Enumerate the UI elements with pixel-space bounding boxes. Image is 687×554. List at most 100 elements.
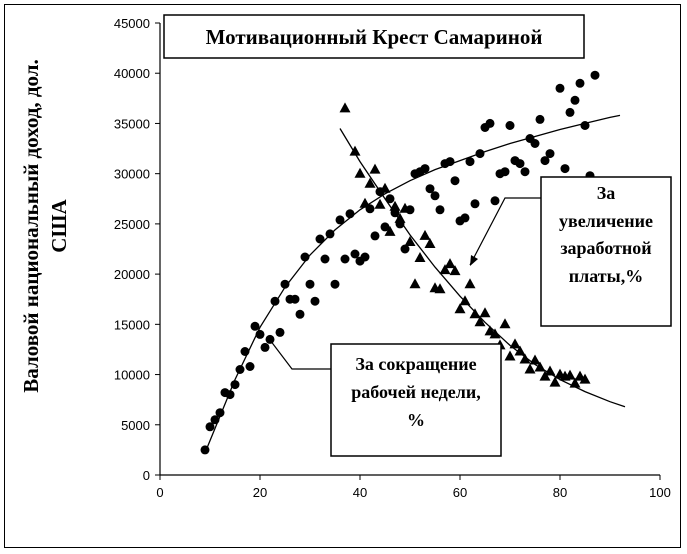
x-tick-label: 100 xyxy=(649,485,671,500)
week-label-line-2: рабочей недели, xyxy=(351,382,481,402)
week-data-point xyxy=(369,163,381,174)
week-data-point xyxy=(544,365,556,376)
week-data-point xyxy=(519,353,531,364)
wage-data-point xyxy=(275,327,285,337)
week-data-point xyxy=(459,295,471,306)
week-data-point xyxy=(394,212,406,223)
week-data-point xyxy=(404,236,416,246)
chart-title-box: Мотивационный Крест Самариной xyxy=(163,14,585,59)
wage-data-point xyxy=(490,196,500,206)
wage-data-point xyxy=(240,347,250,356)
wage-series-label-box: За увеличение заработной платы,% xyxy=(540,176,672,327)
wage-data-point xyxy=(280,279,290,289)
week-data-point xyxy=(469,308,481,319)
chart-title: Мотивационный Крест Самариной xyxy=(206,25,543,49)
week-data-point xyxy=(399,202,411,213)
week-data-point xyxy=(579,373,591,384)
wage-data-point xyxy=(505,121,515,130)
wage-data-point xyxy=(555,83,565,93)
week-data-point xyxy=(384,225,396,236)
week-data-point xyxy=(524,363,536,374)
wage-data-point xyxy=(590,70,600,80)
wage-data-point xyxy=(535,114,545,124)
week-data-point xyxy=(389,200,401,211)
wage-data-point xyxy=(250,321,260,331)
wage-label-line-4: платы,% xyxy=(569,266,643,286)
week-data-point xyxy=(534,361,546,372)
week-data-point xyxy=(339,102,351,113)
y-tick-label: 35000 xyxy=(114,116,150,131)
wage-data-point xyxy=(215,408,225,418)
wage-data-point xyxy=(200,445,210,455)
x-tick-label: 0 xyxy=(156,485,163,500)
wage-data-point xyxy=(305,279,315,289)
wage-data-point xyxy=(500,167,510,177)
week-data-point xyxy=(354,167,366,178)
week-data-point xyxy=(539,370,551,381)
wage-data-point xyxy=(380,222,390,232)
wage-data-point xyxy=(435,205,445,215)
week-data-point xyxy=(509,338,521,349)
wage-data-point xyxy=(385,194,395,204)
wage-data-point xyxy=(330,279,340,289)
week-data-point xyxy=(454,303,466,314)
week-series-label-box: За сокращение рабочей недели, % xyxy=(330,343,502,457)
wage-data-point xyxy=(230,380,240,390)
week-data-point xyxy=(424,238,436,248)
y-tick-label: 25000 xyxy=(114,217,150,232)
chart-frame xyxy=(4,4,681,548)
x-tick-label: 80 xyxy=(553,485,567,500)
wage-data-point xyxy=(475,149,485,159)
y-tick-label: 45000 xyxy=(114,16,150,31)
trend-line-2 xyxy=(339,128,626,408)
wage-data-point xyxy=(570,95,580,105)
wage-data-point xyxy=(260,342,270,352)
wage-data-point xyxy=(290,294,300,304)
axes: 0 20 40 60 80 100 0 5000 10000 15000 20000 25000 300… xyxy=(114,16,671,500)
wage-data-point xyxy=(340,254,350,264)
wage-data-point xyxy=(270,296,280,306)
week-data-point xyxy=(444,258,456,269)
wage-data-point xyxy=(420,164,430,174)
week-data-point xyxy=(564,369,576,380)
week-data-point xyxy=(474,316,486,327)
wage-data-point xyxy=(335,215,345,225)
week-data-point xyxy=(349,145,361,156)
wage-data-point xyxy=(515,159,525,169)
wage-data-point xyxy=(315,234,325,244)
wage-data-point xyxy=(320,254,330,264)
wage-data-point xyxy=(310,296,320,306)
wage-data-point xyxy=(470,199,480,209)
wage-data-point xyxy=(205,422,215,432)
wage-data-point xyxy=(235,365,245,374)
wage-label-pointer-arrowhead xyxy=(470,255,478,266)
week-data-point xyxy=(439,264,451,275)
y-tick-label: 20000 xyxy=(114,267,150,282)
wage-data-point xyxy=(400,244,410,254)
week-data-point xyxy=(374,198,386,209)
wage-data-point xyxy=(565,107,575,117)
y-axis-label-line2: США xyxy=(47,198,71,252)
week-data-point xyxy=(514,345,526,356)
wage-data-point xyxy=(430,191,440,201)
wage-data-point xyxy=(580,121,590,130)
week-data-point xyxy=(489,328,501,339)
week-data-point xyxy=(499,318,511,329)
y-tick-label: 10000 xyxy=(114,368,150,383)
wage-data-point xyxy=(345,209,355,219)
wage-label-line-1: За xyxy=(597,183,616,203)
wage-data-point xyxy=(225,390,235,400)
wage-data-point xyxy=(360,252,370,262)
wage-data-point xyxy=(210,415,220,425)
week-data-point xyxy=(504,350,516,361)
x-tick-label: 20 xyxy=(253,485,267,500)
wage-data-point xyxy=(350,249,360,259)
wage-data-point xyxy=(485,118,495,128)
wage-label-line-3: заработной xyxy=(560,238,651,258)
wage-data-point xyxy=(295,309,305,319)
y-axis-label: Валовой национальный доход, дол. США xyxy=(19,59,71,393)
week-label-pointer xyxy=(269,339,331,370)
wage-data-point xyxy=(445,157,455,167)
wage-label-pointer xyxy=(469,197,541,266)
